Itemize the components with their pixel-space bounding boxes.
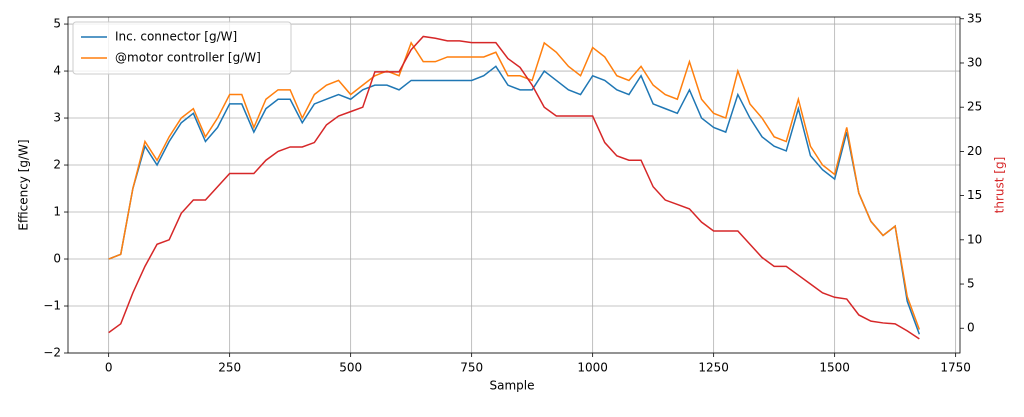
legend-label: Inc. connector [g/W] (115, 30, 237, 44)
y2-tick-label: 5 (967, 277, 975, 291)
y-tick-label: 0 (53, 252, 61, 266)
y-tick-label: 1 (53, 205, 61, 219)
y2-tick-label: 35 (967, 11, 982, 25)
x-tick-label: 250 (218, 361, 241, 375)
y-tick-label: 5 (53, 17, 61, 31)
series-line (108, 35, 920, 340)
y2-tick-label: 25 (967, 100, 982, 114)
x-tick-label: 750 (460, 361, 483, 375)
x-tick-label: 0 (105, 361, 113, 375)
y2-tick-label: 0 (967, 321, 975, 335)
y-tick-label: −1 (43, 299, 61, 313)
y-tick-label: −2 (43, 346, 61, 360)
series-line (108, 41, 921, 330)
x-tick-label: 1500 (819, 361, 850, 375)
y-tick-label: 2 (53, 158, 61, 172)
y2-axis-label: thrust [g] (993, 157, 1007, 214)
legend-box (72, 21, 292, 75)
y-axis-label: Efficency [g/W] (17, 139, 31, 230)
x-axis-label: Sample (490, 379, 535, 393)
x-tick-label: 1750 (940, 361, 971, 375)
y2-tick-label: 30 (967, 55, 982, 69)
y2-tick-label: 15 (967, 188, 982, 202)
legend-label: @motor controller [g/W] (115, 51, 261, 65)
y-tick-label: 3 (53, 111, 61, 125)
x-tick-label: 500 (339, 361, 362, 375)
y-tick-label: 4 (53, 64, 61, 78)
x-tick-label: 1250 (698, 361, 729, 375)
x-tick-label: 1000 (577, 361, 608, 375)
series-line (108, 65, 921, 335)
plot-frame (67, 16, 961, 354)
y2-tick-label: 10 (967, 232, 982, 246)
y2-tick-label: 20 (967, 144, 982, 158)
